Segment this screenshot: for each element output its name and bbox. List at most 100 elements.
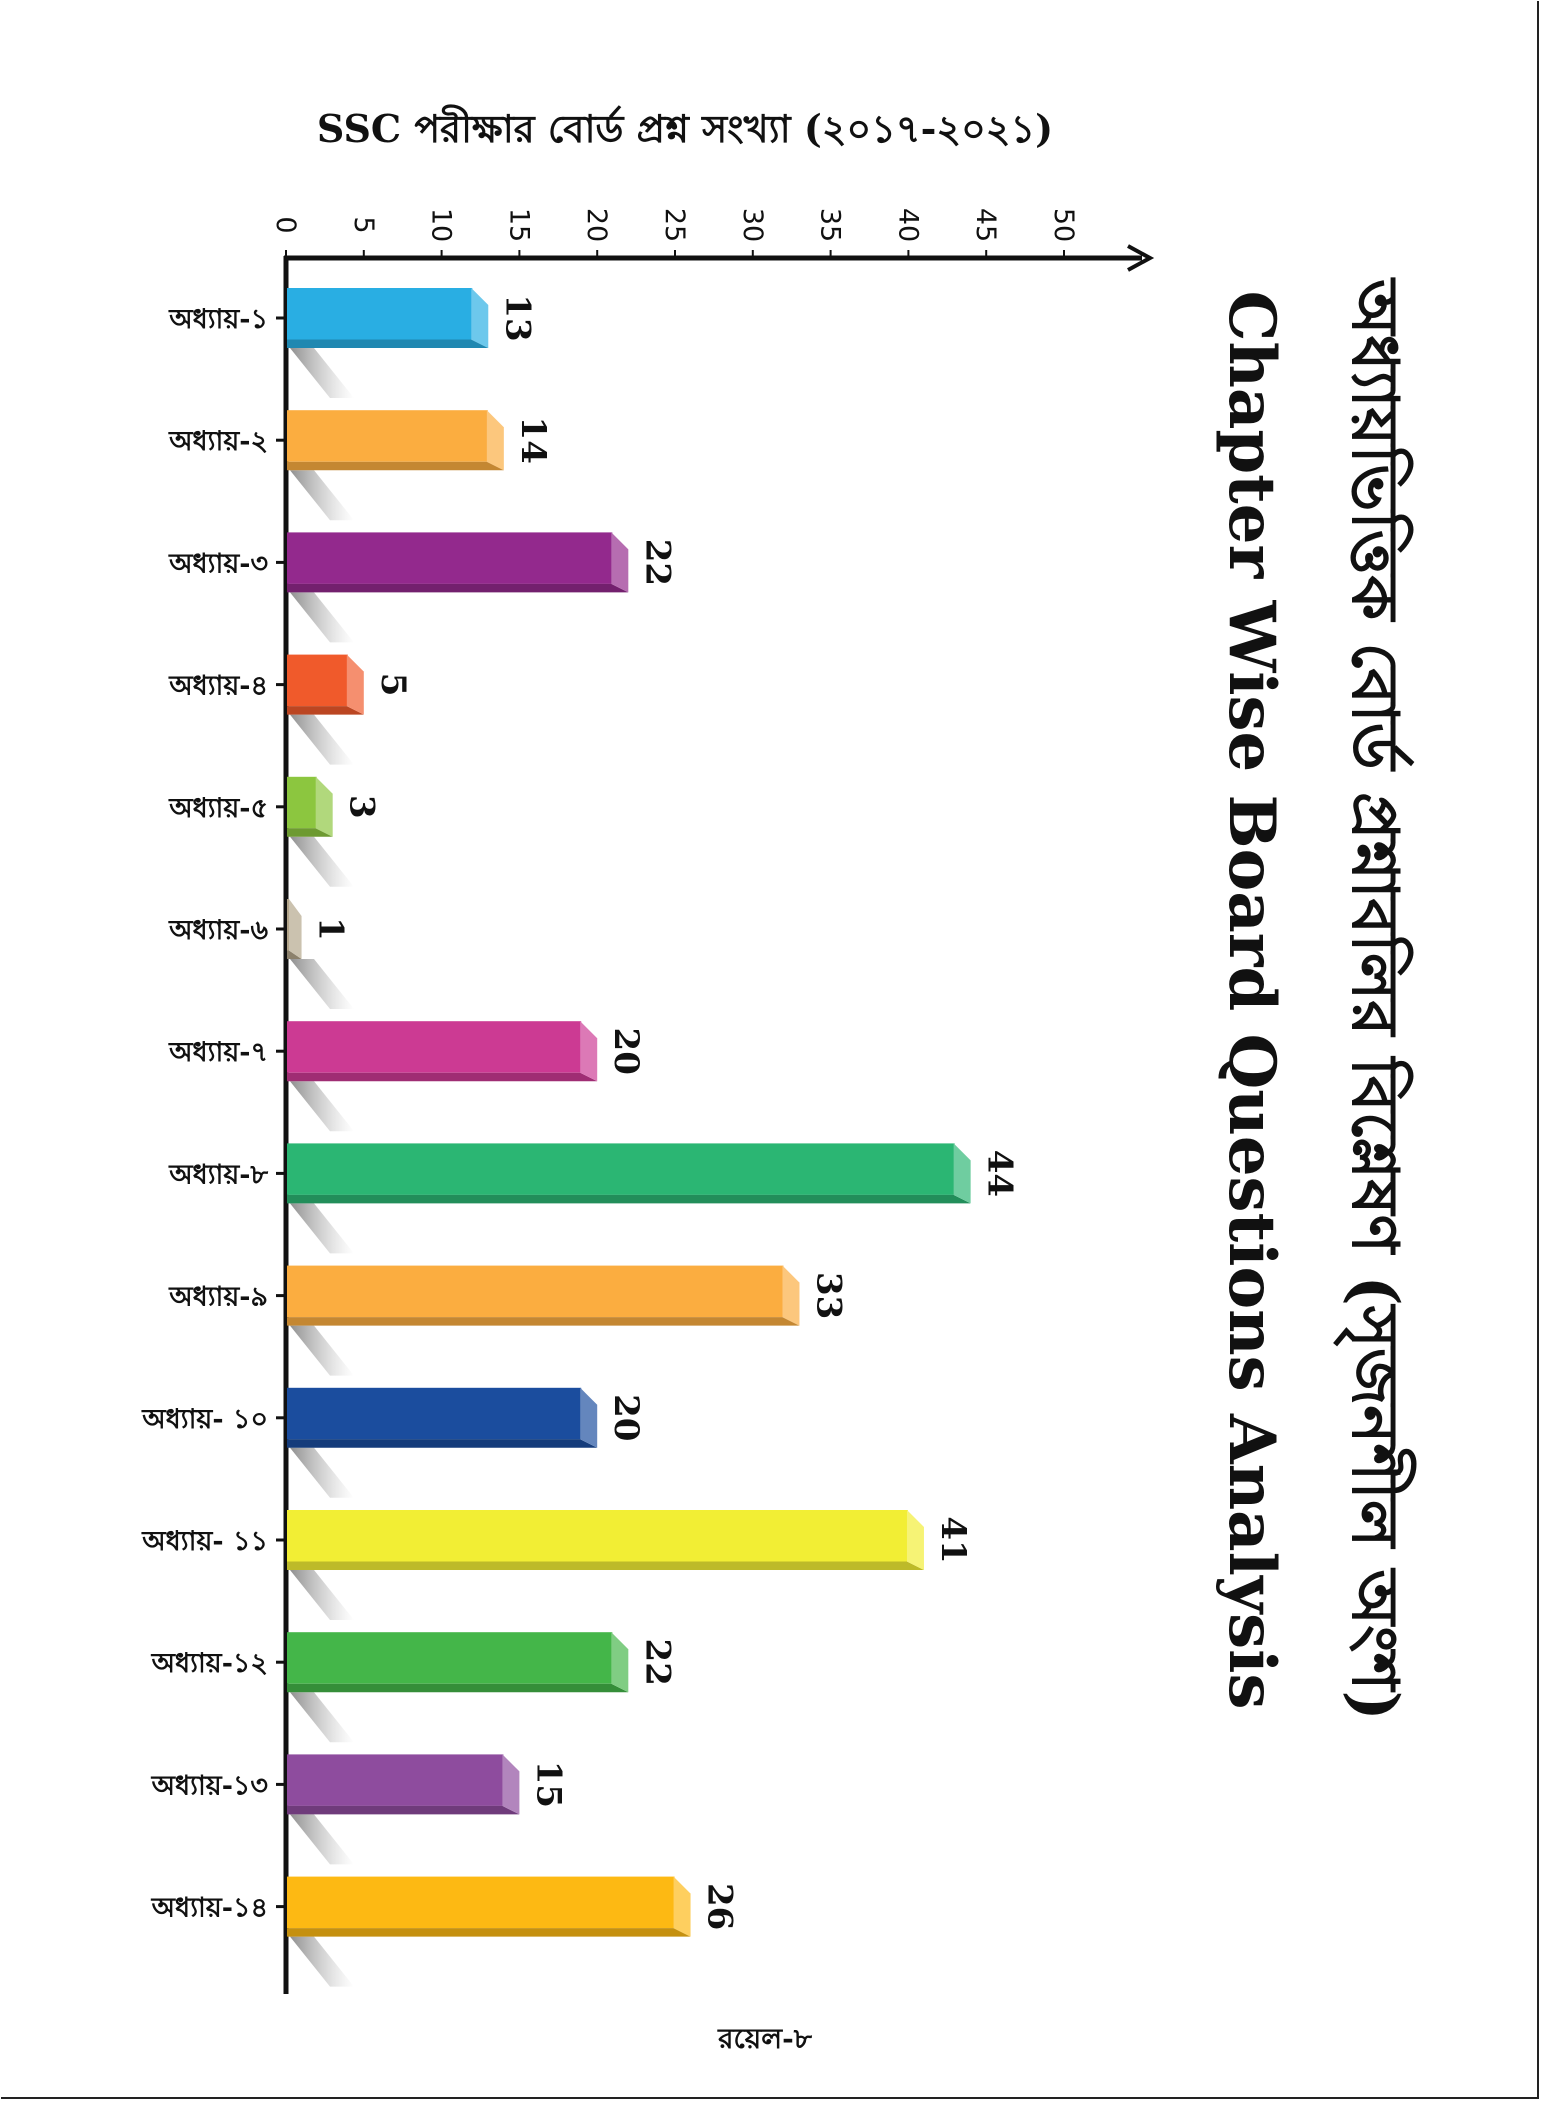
bar-end-cap — [346, 654, 364, 715]
bar-bottom-face — [287, 1561, 924, 1570]
tick-label: 10 — [426, 208, 457, 242]
tick-label: 0 — [270, 216, 301, 233]
bar-shadow — [290, 1570, 354, 1620]
bar — [287, 1021, 582, 1073]
bar-shadows — [290, 348, 354, 1987]
bar-bottom-face — [287, 339, 489, 348]
category-label: অধ্যায়-৪ — [168, 671, 268, 702]
value-axis-arrow — [1127, 244, 1155, 272]
bar-shadow — [290, 1814, 354, 1865]
category-label: অধ্যায়-১৪ — [151, 1893, 268, 1924]
tick-label: 50 — [1048, 208, 1079, 242]
value-label: 33 — [808, 1272, 848, 1319]
bar-bottom-face — [287, 828, 333, 837]
bar — [287, 532, 613, 584]
category-label: অধ্যায়-১৩ — [151, 1770, 268, 1801]
bar-end-cap — [502, 1754, 520, 1815]
bar-bottom-face — [287, 1683, 629, 1693]
bar-bottom-face — [287, 1928, 691, 1937]
value-label: 44 — [980, 1150, 1020, 1197]
axis-title: SSC পরীক্ষার বোর্ড প্রশ্ন সংখ্যা (২০১৭-২… — [317, 104, 1053, 151]
bar — [287, 288, 473, 340]
category-label: অধ্যায়- ১১ — [141, 1526, 268, 1557]
tick-label: 30 — [737, 208, 768, 242]
bar-end-cap — [953, 1143, 971, 1204]
bar-end-cap — [289, 899, 302, 959]
bar-bottom-face — [287, 583, 629, 593]
bar — [287, 899, 289, 951]
value-label: 20 — [606, 1394, 646, 1441]
bar-bottom-face — [287, 1194, 971, 1204]
tick-label: 40 — [892, 208, 923, 242]
category-label: অধ্যায়-৫ — [168, 793, 268, 824]
category-label: অধ্যায়- ১০ — [141, 1404, 268, 1435]
value-ticks: 0 5 10 15 20 25 30 35 40 45 50 — [270, 208, 1079, 258]
tick-label: 15 — [503, 208, 534, 242]
value-label: 13 — [497, 294, 537, 341]
value-label: 1 — [311, 917, 351, 941]
category-label: অধ্যায়-২ — [168, 426, 268, 457]
bar-bottom-face — [287, 1805, 520, 1815]
bar-end-cap — [486, 410, 504, 471]
bar-end-cap — [906, 1510, 924, 1570]
bar-shadow — [290, 959, 354, 1009]
category-label: অধ্যায়-৯ — [168, 1282, 268, 1313]
tick-label: 35 — [815, 208, 846, 242]
bar-shadow — [290, 714, 354, 765]
tick-label: 25 — [659, 208, 690, 242]
bar — [287, 1143, 955, 1195]
bar-bottom-face — [287, 1072, 598, 1082]
bars — [287, 288, 971, 1937]
bar — [287, 1754, 504, 1806]
tick-label: 20 — [581, 208, 612, 242]
bar-end-cap — [471, 288, 489, 348]
value-label: 5 — [373, 673, 413, 697]
bar-end-cap — [315, 776, 333, 837]
bar — [287, 1876, 675, 1929]
page-subtitle: Chapter Wise Board Questions Analysis — [1214, 290, 1289, 1709]
bar-bottom-face — [287, 1317, 800, 1326]
value-label: 41 — [933, 1516, 973, 1563]
category-labels: অধ্যায়-১ অধ্যায়-২ অধ্যায়-৩ অধ্যায়-৪ অধ্য… — [141, 304, 286, 1924]
value-label: 22 — [637, 1639, 677, 1686]
bar-shadow — [290, 1081, 354, 1132]
value-label: 15 — [528, 1761, 568, 1808]
page-title: অধ্যায়ভিত্তিক বোর্ড প্রশ্নাবলির বিশ্লেষ… — [1332, 277, 1416, 1720]
category-label: অধ্যায়-৮ — [168, 1159, 268, 1190]
value-label: 26 — [700, 1883, 740, 1930]
bar-end-cap — [782, 1265, 800, 1326]
bar-shadow — [290, 348, 354, 398]
bar — [287, 1265, 784, 1318]
footer-text: রয়েল-৮ — [717, 2022, 813, 2055]
category-label: অধ্যায়-১২ — [151, 1648, 268, 1679]
value-label: 20 — [606, 1028, 646, 1075]
bar — [287, 1387, 582, 1440]
value-label: 3 — [342, 795, 382, 819]
bar-shadow — [290, 1203, 354, 1254]
bar — [287, 1632, 613, 1684]
bar-end-cap — [580, 1387, 598, 1448]
category-label: অধ্যায়-৬ — [168, 915, 268, 946]
bar-end-cap — [580, 1021, 598, 1082]
bar-end-cap — [673, 1876, 691, 1937]
bar — [287, 776, 317, 829]
bar-shadow — [290, 1692, 354, 1743]
bar-end-cap — [611, 1632, 629, 1693]
bar-shadow — [290, 836, 354, 887]
bar-shadow — [290, 592, 354, 643]
bar-bottom-face — [287, 950, 302, 959]
bar — [287, 410, 488, 462]
bar-shadow — [290, 1325, 354, 1376]
bar-bottom-face — [287, 1439, 598, 1448]
tick-label: 45 — [970, 208, 1001, 242]
value-labels: 13 14 22 5 3 1 20 44 33 20 41 22 15 26 — [311, 294, 1020, 1930]
tick-label: 5 — [348, 216, 379, 233]
bar-shadow — [290, 1936, 354, 1987]
category-label: অধ্যায়-৭ — [168, 1037, 268, 1068]
bar-end-cap — [611, 532, 629, 593]
bar-bottom-face — [287, 706, 364, 715]
category-label: অধ্যায়-১ — [168, 304, 268, 335]
bar-shadow — [290, 470, 354, 521]
